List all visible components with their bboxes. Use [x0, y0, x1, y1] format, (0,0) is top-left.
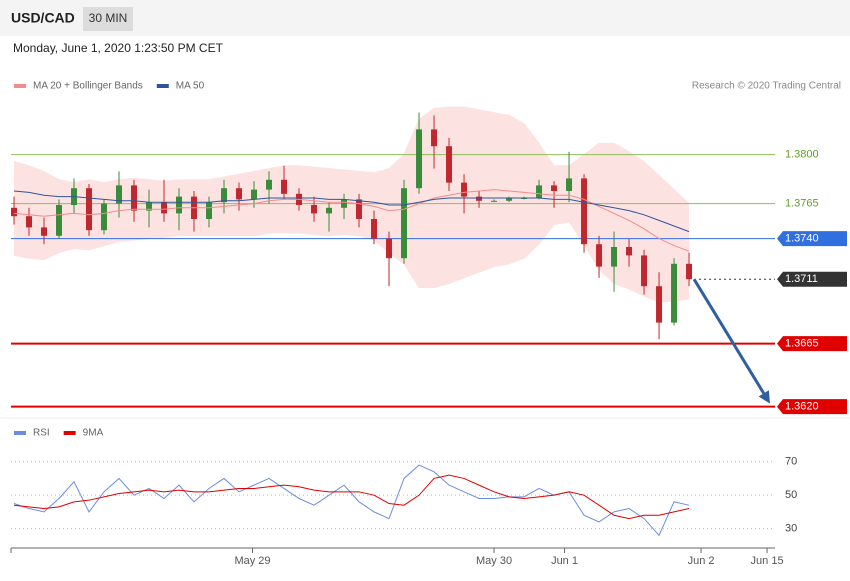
candle-body: [206, 202, 213, 219]
rsi-line: [13, 464, 690, 537]
x-tick-label: Jun 15: [751, 555, 784, 567]
x-tick-label: May 30: [476, 555, 512, 567]
candle-body: [371, 219, 378, 239]
credit: Research © 2020 Trading Central: [692, 81, 841, 92]
y-tick-label: 30: [785, 523, 797, 535]
candle-body: [386, 238, 393, 259]
candle-body: [41, 227, 48, 236]
candle-body: [356, 199, 363, 219]
y-tick-label: 70: [785, 456, 797, 468]
candle-body: [581, 178, 588, 245]
candle-body: [311, 205, 318, 214]
level-label: 1.3765: [785, 198, 819, 210]
bollinger-lower: [13, 221, 690, 303]
level-label: 1.3665: [785, 338, 819, 350]
level-box: [777, 399, 847, 415]
candle-body: [281, 179, 288, 194]
candle-body: [131, 185, 138, 211]
candle-body: [101, 203, 108, 231]
candle-body: [686, 263, 693, 280]
candle-body: [536, 185, 543, 198]
candle-body: [266, 179, 273, 190]
legend-swatch: [63, 431, 76, 435]
candle-body: [251, 189, 258, 200]
level-box: [777, 231, 847, 247]
candle-body: [56, 205, 63, 236]
header-bar: [0, 0, 850, 36]
legend-label: MA 20 + Bollinger Bands: [33, 81, 143, 92]
candle-body: [86, 188, 93, 231]
legend-swatch: [14, 84, 26, 88]
candle-body: [671, 263, 678, 323]
level-label: 1.3620: [785, 401, 819, 413]
symbol: USD/CAD: [11, 10, 75, 26]
projection-arrowhead: [758, 390, 770, 404]
candle-body: [341, 199, 348, 208]
legend-label: MA 50: [176, 81, 205, 92]
x-tick-label: Jun 2: [688, 555, 715, 567]
level-box: [777, 336, 847, 352]
y-tick-label: 50: [785, 489, 797, 501]
candle-body: [401, 188, 408, 259]
level-box: [777, 271, 847, 287]
candle-body: [476, 196, 483, 201]
candle-body: [596, 244, 603, 267]
candle-body: [491, 200, 498, 202]
candle-body: [236, 188, 243, 200]
bollinger-fill: [14, 107, 690, 302]
candle-body: [656, 286, 663, 323]
x-tick-label: Jun 1: [551, 555, 578, 567]
level-label: 1.3740: [785, 233, 819, 245]
level-label: 1.3800: [785, 149, 819, 161]
ma20-line: [13, 189, 690, 252]
candle-body: [626, 247, 633, 256]
candle-body: [416, 129, 423, 189]
candle-body: [116, 185, 123, 204]
candle-body: [446, 146, 453, 183]
candle-body: [431, 129, 438, 147]
legend-label: RSI: [33, 428, 50, 439]
legend-label: 9MA: [83, 428, 104, 439]
candle-body: [11, 207, 18, 217]
candle-body: [26, 216, 33, 228]
candle-body: [176, 196, 183, 214]
legend-swatch: [14, 431, 26, 435]
candle-body: [611, 247, 618, 267]
interval: 30 MIN: [89, 11, 128, 25]
candle-body: [641, 255, 648, 287]
candle-body: [326, 207, 333, 214]
x-tick-label: May 29: [234, 555, 270, 567]
candle-body: [461, 182, 468, 197]
candle-body: [221, 188, 228, 203]
candle-body: [146, 202, 153, 211]
candle-body: [551, 185, 558, 191]
level-label: 1.3711: [785, 273, 818, 285]
legend-swatch: [156, 84, 169, 88]
candle-body: [161, 202, 168, 214]
timestamp: Monday, June 1, 2020 1:23:50 PM CET: [13, 41, 224, 55]
ma50-line: [13, 190, 690, 233]
bollinger-upper: [13, 106, 690, 204]
candle-body: [566, 178, 573, 191]
rsi-line: [13, 474, 690, 520]
interval-badge: [83, 7, 133, 31]
projection-arrow: [692, 278, 766, 395]
candle-body: [506, 198, 513, 201]
